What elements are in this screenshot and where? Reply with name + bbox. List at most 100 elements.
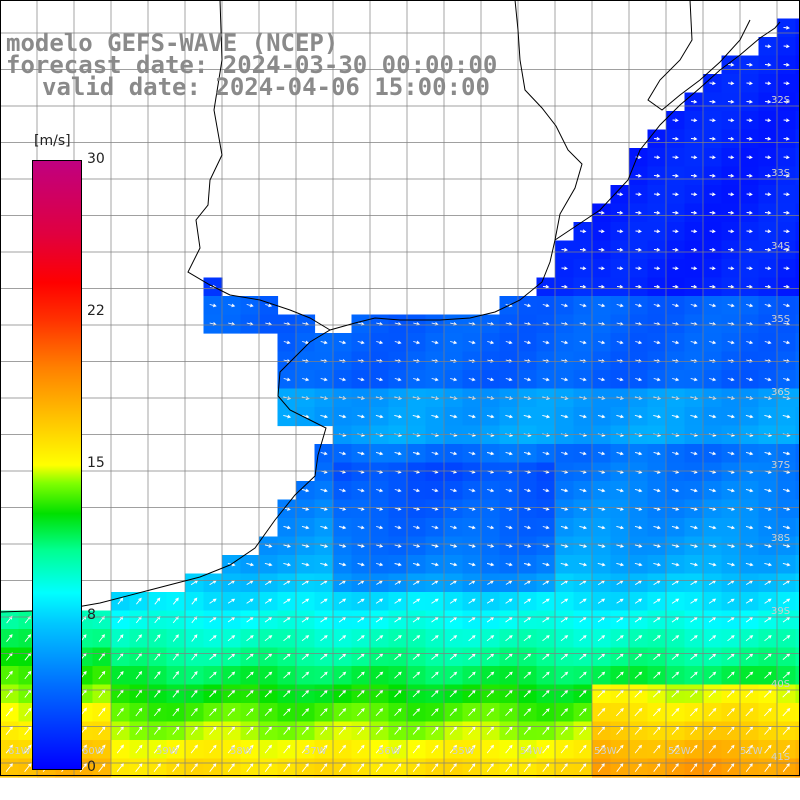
wind-cell [795,666,800,686]
wind-arrow [634,653,643,660]
wind-arrow [468,414,476,419]
wind-arrow [320,488,328,493]
wind-arrow [523,689,532,698]
wind-arrow [246,303,254,308]
wind-arrow [449,616,458,623]
wind-arrow [653,210,661,215]
wind-arrow [616,544,625,548]
wind-arrow [283,340,291,345]
wind-arrow [24,707,32,717]
wind-arrow [728,229,735,234]
wind-arrow [745,598,754,604]
wind-arrow [560,635,569,642]
wind-arrow [671,525,680,530]
lon-label-58w: 58W [230,746,253,757]
colorbar-tick-0: 0 [87,759,96,775]
wind-arrow [264,726,273,735]
wind-arrow [634,616,643,623]
wind-arrow [542,507,550,511]
wind-arrow [412,616,421,623]
wind-arrow [376,507,384,511]
wind-arrow [431,598,439,604]
wind-arrow [431,635,439,642]
wind-arrow [728,210,735,215]
lat-label-38s: 38S [771,533,791,544]
wind-arrow [486,689,495,698]
wind-arrow [764,763,772,772]
wind-arrow [745,488,754,493]
title-model: modelo GEFS-WAVE (NCEP) [6,29,339,57]
wind-arrow [523,598,532,604]
wind-arrow [579,635,587,642]
wind-arrow [727,284,735,289]
wind-arrow [283,544,291,548]
wind-arrow [727,544,736,548]
wind-arrow [338,616,347,623]
wind-arrow [671,598,680,604]
wind-arrow [394,580,402,585]
wind-arrow [783,229,790,234]
wind-arrow [616,744,624,754]
wind-arrow [228,303,236,308]
wind-arrow [727,451,735,456]
coastline-uruguay [554,21,781,241]
wind-arrow [597,726,606,735]
wind-arrow [505,653,513,660]
wind-arrow [468,377,476,382]
wind-arrow [468,598,476,604]
wind-arrow [450,451,458,456]
wind-arrow [728,136,735,141]
wind-arrow [191,634,198,642]
wind-arrow [708,616,717,623]
lat-label-40s: 40S [771,679,791,690]
wind-arrow [301,726,310,735]
wind-arrow [616,507,624,511]
wind-arrow [764,247,772,252]
wind-arrow [672,247,679,252]
wind-arrow [635,284,642,289]
wind-arrow [672,173,679,178]
wind-arrow [597,616,606,623]
wind-arrow [579,377,587,382]
wind-arrow [320,744,328,754]
wind-arrow [135,744,143,754]
wind-arrow [412,726,421,735]
wind-arrow [783,340,791,345]
wind-cell [795,407,800,427]
wind-arrow [523,763,531,772]
wind-arrow [782,671,791,679]
wind-arrow [560,525,569,530]
wind-arrow [616,266,624,271]
wind-arrow [5,744,14,754]
wind-arrow [487,544,495,548]
wind-arrow [246,726,254,735]
wind-arrow [301,507,310,511]
wind-arrow [708,671,717,679]
wind-cell [795,462,800,482]
wind-arrow [523,671,532,679]
wind-arrow [727,377,735,382]
wind-arrow [671,763,679,772]
wind-arrow [172,707,180,717]
wind-cell [795,314,800,334]
wind-arrow [357,451,365,456]
wind-arrow [616,525,625,530]
wind-cell [795,37,800,57]
wind-arrow [616,377,624,382]
wind-arrow [783,266,790,271]
wind-arrow [671,414,680,419]
wind-arrow [690,303,698,308]
wind-arrow [283,377,291,382]
wind-arrow [412,414,421,419]
lagoon-outline [647,0,751,111]
wind-arrow [283,726,291,735]
wind-arrow [320,598,328,604]
wind-arrow [671,707,680,717]
wind-arrow [672,118,679,123]
wind-arrow [357,414,365,419]
lon-label-57w: 57W [304,746,327,757]
wind-arrow [783,81,790,86]
wind-arrow [690,671,698,679]
wind-arrow [227,598,236,604]
